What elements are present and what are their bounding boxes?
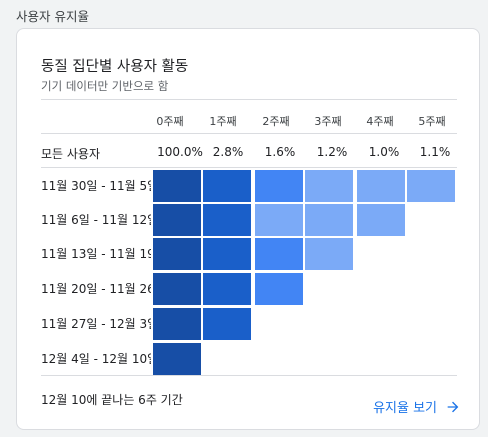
- divider: [41, 375, 457, 376]
- heatmap-cell[interactable]: [203, 170, 251, 202]
- heatmap-cell[interactable]: [357, 170, 405, 202]
- heatmap-cell[interactable]: [305, 170, 353, 202]
- all-users-value-1: 2.8%: [212, 145, 244, 159]
- heatmap-cell[interactable]: [203, 308, 251, 340]
- heatmap-cell[interactable]: [203, 273, 251, 305]
- week-header-2: 2주째: [262, 115, 290, 128]
- heatmap-cell[interactable]: [255, 170, 303, 202]
- heatmap-cell[interactable]: [153, 170, 201, 202]
- divider: [41, 99, 457, 100]
- heatmap-cell[interactable]: [305, 204, 353, 236]
- arrow-right-icon[interactable]: [445, 399, 461, 415]
- heatmap-cell[interactable]: [153, 238, 201, 270]
- heatmap-cell[interactable]: [203, 238, 251, 270]
- week-header-1: 1주째: [209, 115, 237, 128]
- cohort-row-label: 11월 27일 - 12월 3일: [41, 317, 151, 331]
- heatmap-cell[interactable]: [255, 238, 303, 270]
- card-subtitle: 기기 데이터만 기반으로 함: [41, 79, 169, 93]
- heatmap-cell[interactable]: [407, 170, 455, 202]
- heatmap-cell[interactable]: [255, 204, 303, 236]
- heatmap-cell[interactable]: [255, 273, 303, 305]
- heatmap-cell[interactable]: [153, 273, 201, 305]
- cohort-row-label: 11월 13일 - 11월 19일: [41, 247, 151, 261]
- divider: [41, 167, 457, 168]
- all-users-value-2: 1.6%: [264, 145, 296, 159]
- view-retention-link[interactable]: 유지율 보기: [373, 397, 461, 416]
- view-retention-label[interactable]: 유지율 보기: [373, 401, 437, 416]
- all-users-label: 모든 사용자: [41, 147, 101, 161]
- heatmap-cell[interactable]: [305, 238, 353, 270]
- heatmap-cell[interactable]: [153, 308, 201, 340]
- cohort-row-label: 11월 6일 - 11월 12일: [41, 213, 151, 227]
- week-header-4: 4주째: [366, 115, 394, 128]
- heatmap-cell[interactable]: [153, 343, 201, 375]
- all-users-value-3: 1.2%: [316, 145, 348, 159]
- week-header-5: 5주째: [418, 115, 446, 128]
- cohort-row-label: 11월 20일 - 11월 26일: [41, 282, 151, 296]
- cohort-activity-card: 동질 집단별 사용자 활동 기기 데이터만 기반으로 함 0주째 1주째 2주째…: [16, 28, 480, 430]
- all-users-value-5: 1.1%: [419, 145, 451, 159]
- period-caption: 12월 10에 끝나는 6주 기간: [41, 393, 183, 407]
- heatmap-cell[interactable]: [203, 204, 251, 236]
- divider: [41, 133, 457, 134]
- card-title: 동질 집단별 사용자 활동: [41, 59, 189, 75]
- cohort-row-label: 12월 4일 - 12월 10일: [41, 352, 151, 366]
- section-title: 사용자 유지율: [16, 9, 89, 24]
- all-users-value-0: 100.0%: [157, 145, 203, 159]
- cohort-row-label: 11월 30일 - 11월 5일: [41, 179, 151, 193]
- heatmap-cell[interactable]: [357, 204, 405, 236]
- all-users-value-4: 1.0%: [368, 145, 400, 159]
- week-header-0: 0주째: [156, 115, 184, 128]
- week-header-3: 3주째: [314, 115, 342, 128]
- heatmap-cell[interactable]: [153, 204, 201, 236]
